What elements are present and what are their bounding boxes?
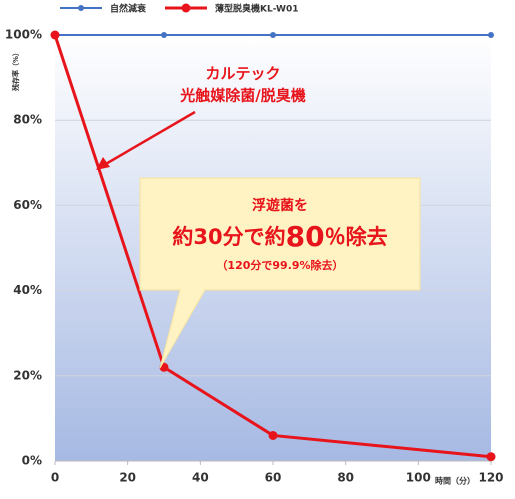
legend-marker (78, 5, 84, 11)
x-tick-label: 120 (478, 471, 503, 485)
callout-part: 80 (286, 220, 325, 253)
y-axis-label: 残存率（%） (11, 49, 20, 91)
x-tick-label: 0 (51, 471, 59, 485)
y-tick-label: 0% (22, 454, 42, 468)
callout-part: ％除去 (325, 225, 388, 249)
callout-text: 浮遊菌を (252, 197, 308, 214)
arrow-label: カルテック (205, 65, 280, 83)
arrow-label: 光触媒除菌/脱臭機 (179, 87, 305, 105)
data-point (270, 32, 276, 38)
data-point (268, 430, 278, 440)
callout-part: 約30分で約 (172, 225, 285, 249)
y-tick-label: 100% (5, 28, 42, 42)
series-line (53, 34, 492, 459)
data-point (488, 32, 494, 38)
y-tick-label: 80% (13, 113, 42, 127)
legend-label: 自然減衰 (110, 3, 147, 15)
callout-note: （120分で99.9%除去） (216, 258, 343, 272)
x-tick-label: 20 (119, 471, 136, 485)
callout-box (139, 177, 421, 369)
x-tick-label: 40 (192, 471, 209, 485)
data-point (50, 30, 60, 40)
data-point (486, 452, 496, 462)
y-tick-label: 20% (13, 368, 42, 382)
arrow-head (96, 157, 110, 170)
legend-marker (181, 3, 191, 13)
y-tick-label: 60% (13, 198, 42, 212)
callout-headline: 約30分で約80％除去 (172, 220, 387, 253)
x-tick-label: 80 (337, 471, 354, 485)
x-tick-label: 100 (406, 471, 431, 485)
x-axis-label: 時間（分） (435, 476, 475, 486)
legend-label: 薄型脱臭機KL-W01 (215, 3, 299, 15)
data-point (161, 32, 167, 38)
y-tick-label: 40% (13, 283, 42, 297)
x-tick-label: 60 (265, 471, 282, 485)
arrow (103, 110, 196, 167)
